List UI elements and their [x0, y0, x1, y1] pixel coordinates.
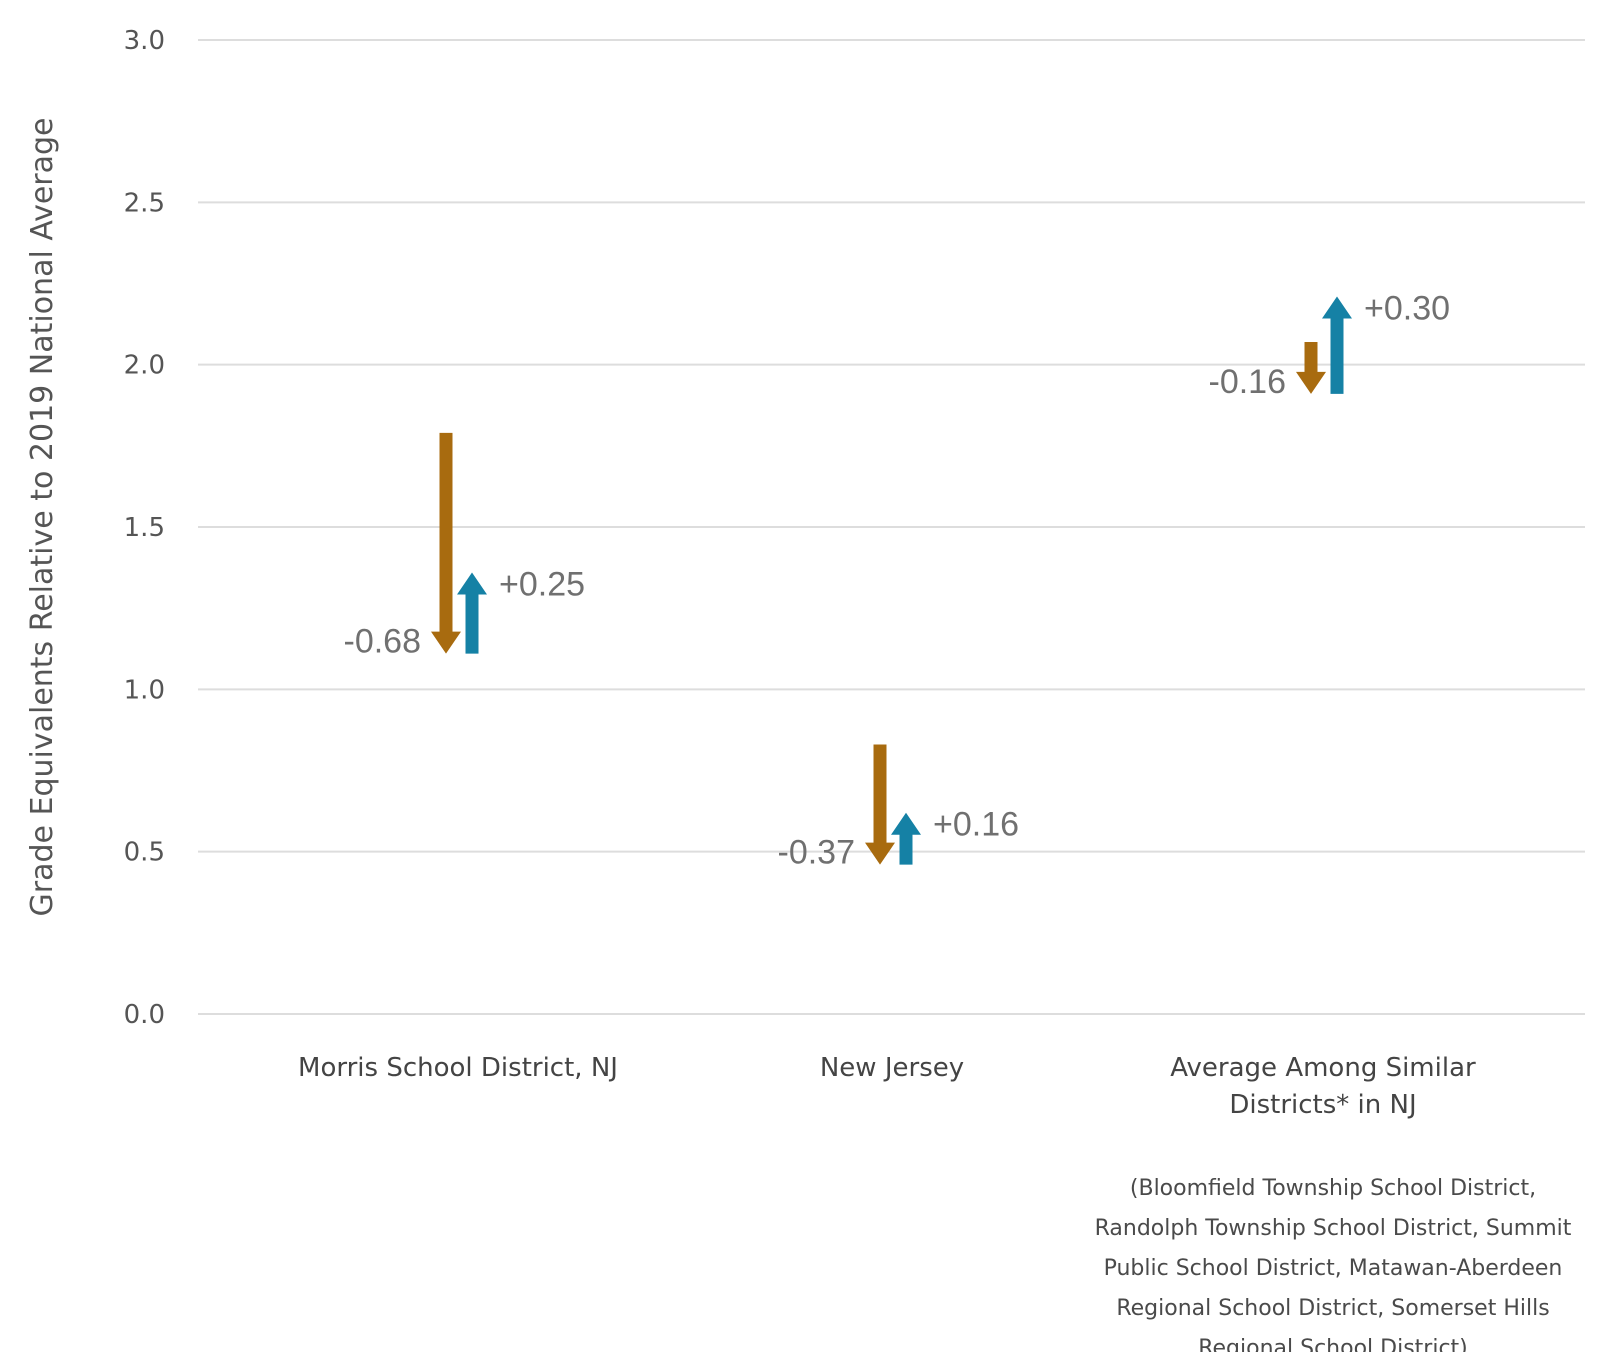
- decline-value-label: -0.68: [344, 623, 422, 661]
- y-tick-label: 3.0: [124, 26, 165, 56]
- data-labels: -0.68 -0.37 -0.16 +0.25 +0.16 +0.30: [344, 289, 1451, 871]
- growth-value-label: +0.25: [499, 565, 585, 603]
- y-tick-label: 2.0: [124, 351, 165, 381]
- decline-arrow: [865, 745, 895, 865]
- y-tick-label: 1.5: [124, 513, 165, 543]
- gridlines: [198, 40, 1585, 1014]
- y-tick-label: 0.0: [124, 1000, 165, 1030]
- growth-value-label: +0.30: [1364, 289, 1450, 327]
- y-axis-label: Grade Equivalents Relative to 2019 Natio…: [25, 117, 60, 916]
- decline-arrow: [431, 433, 461, 654]
- category-labels: Morris School District, NJ New Jersey Aver…: [298, 1053, 1476, 1120]
- decline-arrow: [1296, 342, 1326, 394]
- growth-value-label: +0.16: [933, 806, 1019, 844]
- decline-value-label: -0.16: [1209, 363, 1287, 401]
- category-label: New Jersey: [820, 1053, 964, 1083]
- category-note: (Bloomfield Township School District, Ran…: [1095, 1176, 1572, 1352]
- y-tick-label: 1.0: [124, 675, 165, 705]
- growth-arrow: [891, 813, 921, 865]
- growth-arrow: [457, 572, 487, 653]
- category-label: Average Among Similar Districts* in NJ: [1170, 1053, 1476, 1120]
- growth-arrow: [1322, 296, 1352, 393]
- y-tick-label: 2.5: [124, 188, 165, 218]
- y-tick-label: 0.5: [124, 838, 165, 868]
- y-tick-labels: 0.0 0.5 1.0 1.5 2.0 2.5 3.0: [124, 26, 165, 1030]
- similar-districts-note: (Bloomfield Township School District, Ran…: [1095, 1176, 1572, 1352]
- decline-value-label: -0.37: [778, 834, 856, 872]
- category-label: Morris School District, NJ: [298, 1053, 618, 1083]
